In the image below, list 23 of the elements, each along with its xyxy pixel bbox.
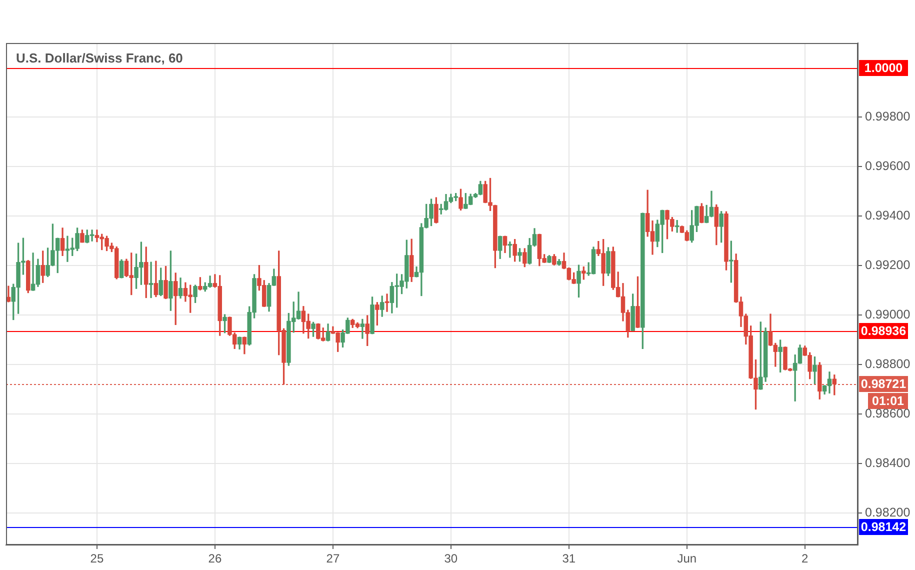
x-tick-label: 2 xyxy=(802,552,809,566)
ref-line-label: 0.98142 xyxy=(860,520,906,534)
x-tick-label: 27 xyxy=(326,552,340,566)
y-tick-label: 0.99800 xyxy=(865,110,910,124)
y-tick-label: 0.98600 xyxy=(865,406,910,420)
x-tick-label: 30 xyxy=(444,552,458,566)
ref-line-label: 0.98721 01:01 xyxy=(860,376,906,408)
y-tick-label: 0.98800 xyxy=(865,356,910,371)
ref-line-label: 1.0000 xyxy=(864,60,903,75)
y-tick-label: 0.98200 xyxy=(865,505,910,520)
text: U.S. Dollar/Swiss Franc, 60 xyxy=(16,50,183,66)
x-tick-label: Jun xyxy=(677,552,697,566)
y-tick-label: 0.99400 xyxy=(865,208,910,223)
x-tick-label: 25 xyxy=(90,552,104,566)
candlestick xyxy=(148,262,154,298)
x-tick-label: 31 xyxy=(562,552,576,566)
candlestick xyxy=(360,318,365,339)
y-tick-label: 0.99600 xyxy=(865,159,910,174)
y-tick-label: 0.99000 xyxy=(865,307,910,322)
x-tick-label: 26 xyxy=(208,552,222,566)
y-tick-label: 0.98400 xyxy=(865,456,910,470)
y-tick-label: 0.99200 xyxy=(865,258,910,272)
ref-line-label: 0.98936 xyxy=(860,324,906,338)
